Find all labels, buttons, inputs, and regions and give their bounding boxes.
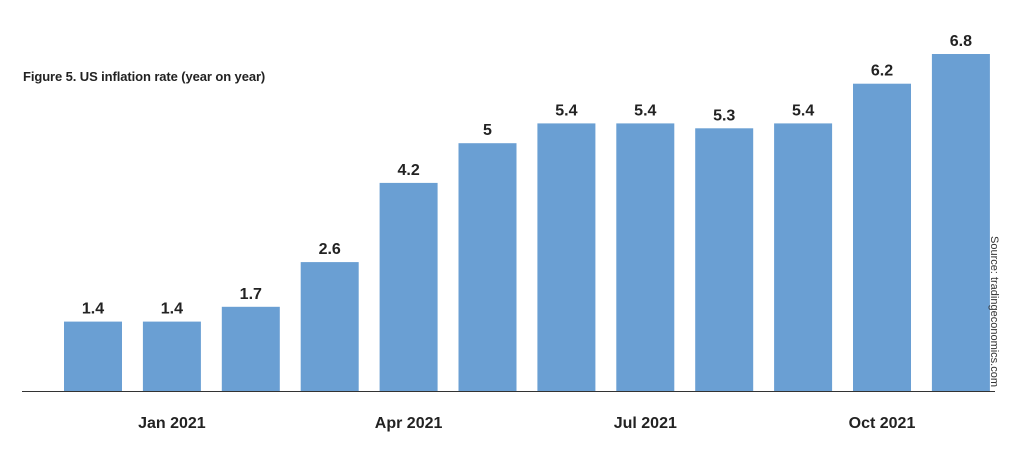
bar-apr-2021 (379, 182, 438, 391)
bar-value-label: 6.2 (871, 63, 893, 80)
bar-may-2021 (458, 143, 517, 391)
bar-value-label: 1.4 (161, 301, 183, 318)
source-note: Source: tradingeconomics.com (988, 236, 1000, 388)
x-tick-labels: Jan 2021 Apr 2021 Jul 2021 Oct 2021 (138, 415, 915, 432)
bar-value-labels: 1.4 1.4 1.7 2.6 4.2 5 5.4 5.4 5.3 5.4 6.2 6.8 (82, 33, 972, 318)
bar-value-label: 1.4 (82, 301, 104, 318)
bar-jun-2021 (537, 123, 596, 392)
bar-nov-2021 (931, 54, 990, 391)
bar-value-label: 5.4 (555, 102, 577, 119)
bar-value-label: 5 (483, 122, 492, 139)
bar-aug-2021 (695, 128, 754, 392)
chart-title: Figure 5. US inflation rate (year on yea… (23, 69, 266, 84)
bar-oct-2021 (853, 83, 911, 391)
bar-value-label: 5.4 (792, 102, 814, 119)
x-tick-label: Jul 2021 (614, 415, 677, 432)
bar-value-label: 4.2 (397, 162, 419, 179)
bar-value-label: 5.4 (634, 102, 656, 119)
bar-value-label: 2.6 (319, 241, 341, 258)
x-tick-label: Oct 2021 (849, 415, 916, 432)
bar-jul-2021 (616, 123, 675, 392)
bar-value-label: 1.7 (240, 286, 262, 303)
bar-sep-2021 (774, 123, 833, 392)
bar-dec-2020 (64, 321, 122, 391)
x-tick-label: Jan 2021 (138, 415, 206, 432)
bar-mar-2021 (300, 262, 359, 391)
bars-group (64, 54, 990, 392)
bar-value-label: 5.3 (713, 107, 735, 124)
x-tick-label: Apr 2021 (375, 415, 443, 432)
bar-value-label: 6.8 (950, 33, 972, 50)
bar-jan-2021 (142, 321, 201, 391)
bar-feb-2021 (221, 306, 280, 392)
